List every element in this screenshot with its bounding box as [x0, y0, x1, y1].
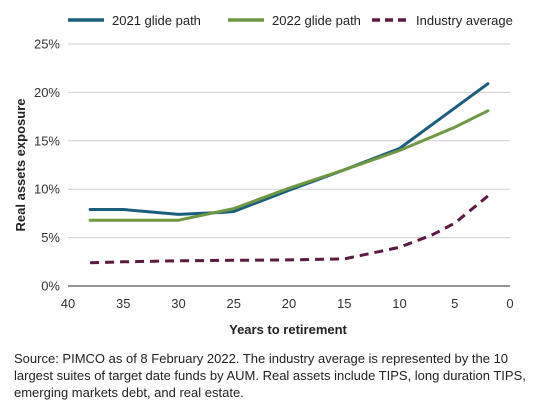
legend-label: 2022 glide path	[272, 13, 361, 28]
x-tick-label: 20	[282, 296, 296, 311]
x-tick-label: 15	[337, 296, 351, 311]
y-axis-title: Real assets exposure	[13, 99, 28, 232]
source-note: Source: PIMCO as of 8 February 2022. The…	[14, 351, 526, 400]
y-tick-label: 15%	[34, 133, 60, 148]
legend-label: 2021 glide path	[112, 13, 201, 28]
y-tick-label: 25%	[34, 37, 60, 52]
x-tick-label: 40	[61, 296, 75, 311]
x-tick-label: 5	[451, 296, 458, 311]
x-tick-label: 0	[506, 296, 513, 311]
legend-label: Industry average	[416, 13, 513, 28]
x-tick-label: 30	[171, 296, 185, 311]
series-line-2022-glide-path	[88, 109, 490, 222]
y-tick-label: 20%	[34, 85, 60, 100]
y-tick-label: 10%	[34, 182, 60, 197]
y-tick-label: 0%	[41, 279, 60, 294]
series-lines	[88, 82, 490, 265]
x-tick-label: 10	[392, 296, 406, 311]
line-chart: 0% 5% 10% 15% 20% 25% 40 35 30 25 20 15 10 5 0 2021 gl…	[13, 13, 514, 337]
grid-lines	[68, 43, 510, 287]
x-tick-label: 25	[227, 296, 241, 311]
y-tick-label: 5%	[41, 230, 60, 245]
x-axis-title: Years to retirement	[229, 322, 347, 337]
legend: 2021 glide path 2022 glide path Industry a…	[68, 13, 513, 28]
tick-labels: 0% 5% 10% 15% 20% 25% 40 35 30 25 20 15 10 5 0	[34, 37, 514, 312]
x-tick-label: 35	[116, 296, 130, 311]
series-line-industry-average	[90, 194, 489, 265]
series-line-2021-glide-path	[88, 82, 490, 216]
